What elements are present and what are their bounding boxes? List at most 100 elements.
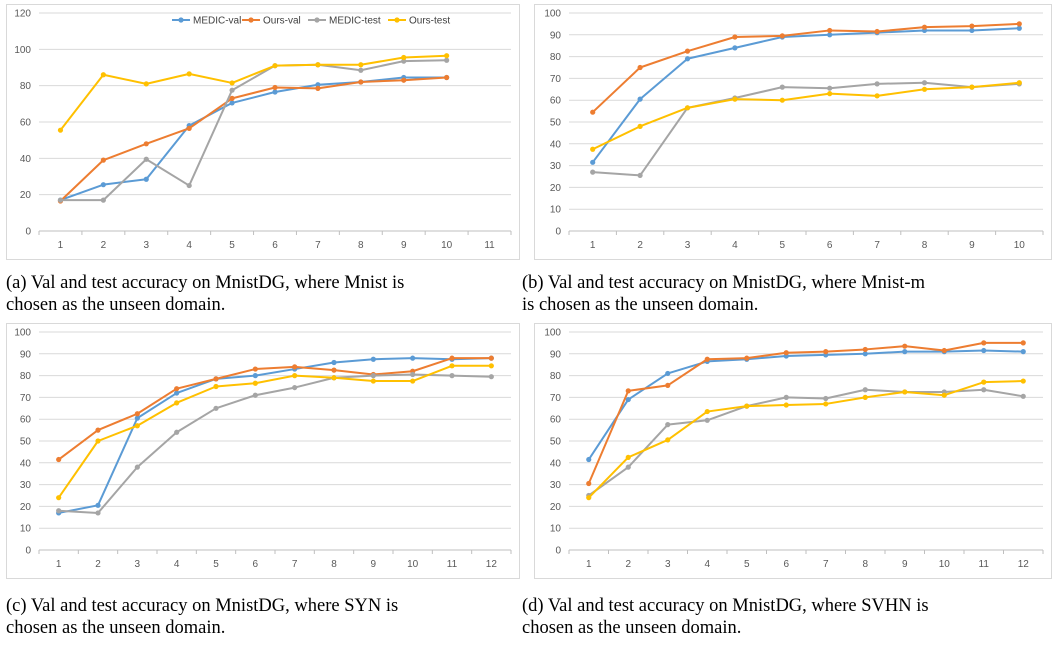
data-point-medic-test-d [862,387,868,393]
data-point-ours-test-a [315,62,321,68]
y-tick-label-b: 80 [550,52,562,63]
data-point-ours-val-b [827,27,833,34]
data-point-ours-test-c [213,383,219,390]
data-point-medic-test-a [100,197,106,203]
x-tick-label-d: 11 [979,559,990,570]
data-point-ours-val-a [401,77,407,83]
data-point-medic-val-b [1016,25,1022,31]
legend-marker-medic-val [178,17,184,23]
x-tick-label-b: 1 [590,240,596,251]
series-line-medic-test-c [58,373,492,514]
y-tick-label-d: 80 [550,371,562,382]
data-point-ours-test-c [410,378,416,384]
y-tick-label-d: 50 [550,437,562,448]
data-point-medic-test-b [874,81,880,87]
data-point-ours-test-c [95,438,101,444]
data-point-medic-test-a [401,58,407,64]
data-point-medic-test-a [358,67,364,73]
caption-d: (d) Val and test accuracy on MnistDG, wh… [522,595,929,639]
data-point-ours-test-a [444,53,450,59]
data-point-ours-val-c [174,386,180,392]
data-point-medic-test-b [779,84,785,90]
data-point-ours-test-c [488,363,494,369]
data-point-ours-test-d [744,403,750,409]
x-tick-label-b: 5 [780,240,786,251]
data-point-medic-val-c [134,415,140,421]
y-tick-label-b: 90 [550,30,562,41]
legend-a: MEDIC-val Ours-val MEDIC-test Ours-test [172,16,450,27]
data-point-ours-test-a [57,127,64,133]
data-point-medic-test-d [665,422,671,428]
legend-label-medic-val: MEDIC-val [193,16,241,27]
data-point-medic-test-a [444,57,450,63]
y-tick-label-d: 90 [550,349,562,360]
data-point-ours-val-c [331,367,337,373]
series-line-ours-val-c [58,357,492,461]
series-line-ours-test-b [592,81,1020,151]
y-tick-label-d: 40 [550,458,562,469]
data-point-ours-val-a [186,125,192,131]
legend-label-ours-test: Ours-test [409,16,450,27]
data-point-ours-val-d [744,355,750,361]
series-line-medic-test-b [592,81,1020,177]
x-tick-label-c: 12 [486,559,498,570]
data-point-ours-val-c [56,456,62,463]
y-tick-label-c: 100 [14,328,31,339]
data-point-ours-test-b [1016,80,1022,86]
data-point-medic-test-c [95,510,101,516]
y-tick-label-d: 20 [550,502,562,513]
x-tick-label-b: 3 [685,240,691,251]
x-tick-label-d: 12 [1018,559,1030,570]
x-tick-label-b: 6 [827,240,833,251]
data-point-ours-val-b [921,24,928,30]
y-tick-label-b: 60 [550,96,562,107]
y-tick-label-d: 70 [550,393,562,404]
data-point-ours-val-b [874,28,880,35]
legend-label-medic-test: MEDIC-test [329,16,381,27]
data-point-medic-test-c [252,392,258,398]
data-point-ours-val-c [95,427,101,433]
y-tick-label-c: 50 [20,437,32,448]
data-point-ours-test-c [292,373,298,379]
caption-a-line1: (a) Val and test accuracy on MnistDG, wh… [6,273,405,293]
data-point-medic-test-b [827,85,833,91]
x-tick-label-d: 4 [704,559,710,570]
data-point-medic-test-a [186,182,192,189]
y-tick-label-c: 70 [20,393,32,404]
data-point-ours-test-a [401,54,407,61]
x-tick-label-d: 10 [939,559,951,570]
data-point-ours-val-a [229,95,235,101]
data-point-ours-test-d [586,495,592,501]
data-point-ours-val-d [902,343,908,349]
data-point-ours-test-b [590,146,596,152]
data-point-medic-test-c [213,405,219,411]
data-point-ours-test-a [358,62,364,68]
data-point-ours-test-b [874,93,880,99]
y-tick-label-c: 90 [20,349,32,360]
y-tick-label-a: 80 [20,81,32,92]
y-tick-label-a: 120 [14,9,31,20]
data-point-medic-val-b [969,27,975,34]
data-point-ours-test-d [665,437,671,443]
y-tick-label-c: 40 [20,458,32,469]
data-point-ours-test-c [370,378,376,384]
data-point-medic-test-a [229,87,235,93]
x-tick-label-d: 6 [783,559,789,570]
data-point-ours-val-c [252,366,258,372]
caption-b: (b) Val and test accuracy on MnistDG, wh… [522,272,925,316]
data-point-ours-test-a [229,80,235,86]
data-point-medic-test-d [823,395,829,402]
series-line-medic-test-d [588,388,1024,497]
x-tick-label-d: 3 [665,559,671,570]
y-tick-label-c: 60 [20,415,32,426]
data-point-medic-test-b [921,80,928,86]
data-point-medic-test-c [292,384,298,391]
data-point-medic-val-d [902,349,908,355]
data-point-medic-val-b [827,32,833,38]
x-tick-label-c: 2 [95,559,101,570]
series-line-medic-val-b [591,27,1020,163]
x-tick-label-c: 9 [371,559,377,570]
legend-label-ours-val: Ours-val [263,16,301,27]
x-tick-label-a: 7 [315,240,321,251]
